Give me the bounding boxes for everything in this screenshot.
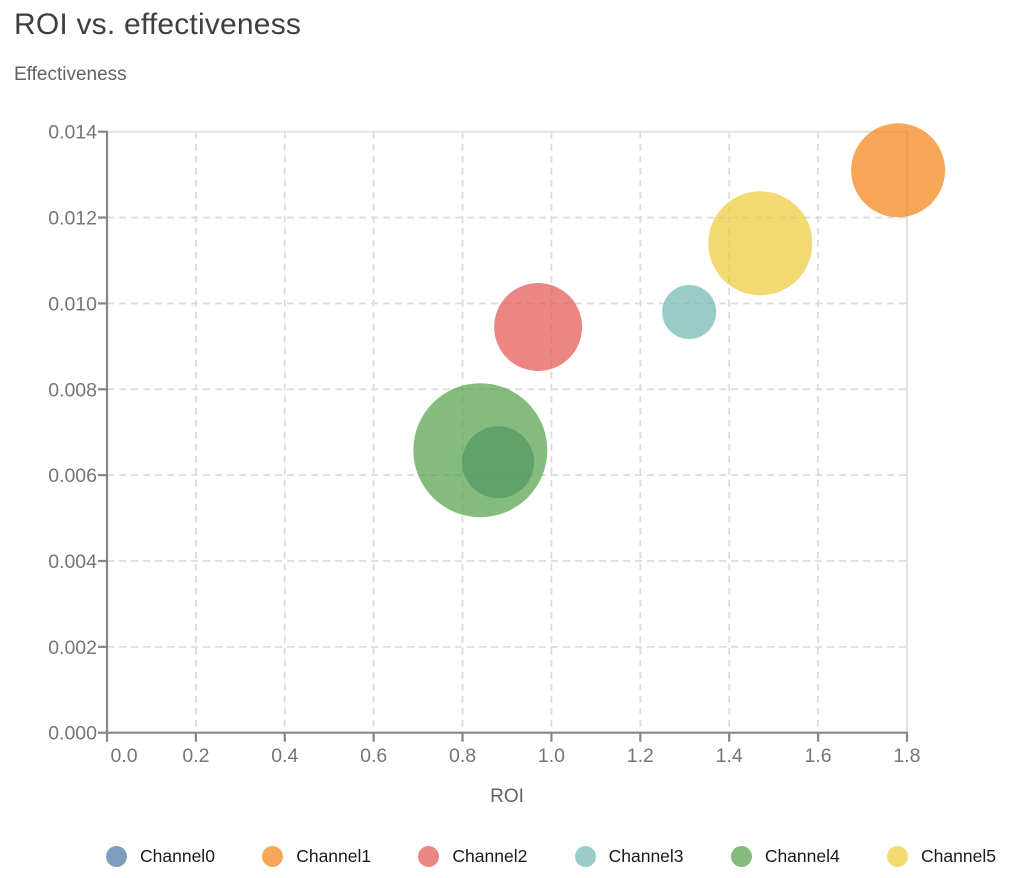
legend-item-channel3[interactable]: Channel3 <box>574 845 684 867</box>
legend-label: Channel2 <box>452 845 528 866</box>
legend-swatch-icon <box>887 845 909 867</box>
legend: Channel0 Channel1 Channel2 Channel3 Channel4… <box>106 840 996 872</box>
legend-label: Channel5 <box>921 845 996 866</box>
legend-swatch-icon <box>574 845 596 867</box>
bubble-channel2[interactable] <box>494 283 583 371</box>
y-tick-label: 0.002 <box>48 637 97 659</box>
plot-area: 0.000 0.002 0.004 0.006 0.008 0.010 0.012 0.014… <box>48 122 946 807</box>
y-tick-label: 0.006 <box>48 465 97 487</box>
bubble-channel5[interactable] <box>708 191 813 296</box>
legend-label: Channel3 <box>608 845 684 866</box>
x-tick-label: 1.8 <box>893 745 920 767</box>
y-tick-label: 0.004 <box>48 551 97 573</box>
legend-label: Channel0 <box>140 845 215 866</box>
x-tick-label: 0.4 <box>271 745 298 767</box>
legend-item-channel2[interactable]: Channel2 <box>418 845 528 867</box>
bubble-channel4[interactable] <box>413 383 548 518</box>
legend-item-channel4[interactable]: Channel4 <box>730 845 840 867</box>
legend-swatch-icon <box>262 845 284 867</box>
legend-item-channel5[interactable]: Channel5 <box>887 845 996 867</box>
legend-label: Channel4 <box>764 845 840 866</box>
x-tick-label: 1.6 <box>805 745 832 767</box>
y-tick-label: 0.014 <box>48 122 97 144</box>
y-tick-label: 0.008 <box>48 379 97 401</box>
x-tick-label: 0.6 <box>360 745 387 767</box>
x-axis-title: ROI <box>490 786 524 807</box>
bubble-channel3[interactable] <box>662 285 717 339</box>
legend-item-channel0[interactable]: Channel0 <box>106 845 215 867</box>
y-tick-label: 0.010 <box>48 293 97 315</box>
y-axis-title: Effectiveness <box>14 64 127 85</box>
legend-swatch-icon <box>106 845 127 867</box>
legend-label: Channel1 <box>296 845 372 866</box>
y-tick-label: 0.000 <box>48 723 97 745</box>
legend-swatch-icon <box>418 845 440 867</box>
y-tick-label: 0.012 <box>48 208 97 230</box>
x-tick-label: 0.0 <box>110 745 137 767</box>
x-tick-label: 0.8 <box>449 745 476 767</box>
x-tick-label: 1.0 <box>538 745 565 767</box>
legend-item-channel1[interactable]: Channel1 <box>262 845 372 867</box>
chart-title: ROI vs. effectiveness <box>14 8 302 41</box>
x-tick-label: 1.2 <box>627 745 654 767</box>
legend-swatch-icon <box>730 845 752 867</box>
bubble-channel1[interactable] <box>851 123 946 218</box>
x-tick-label: 1.4 <box>716 745 743 767</box>
x-tick-label: 0.2 <box>182 745 209 767</box>
